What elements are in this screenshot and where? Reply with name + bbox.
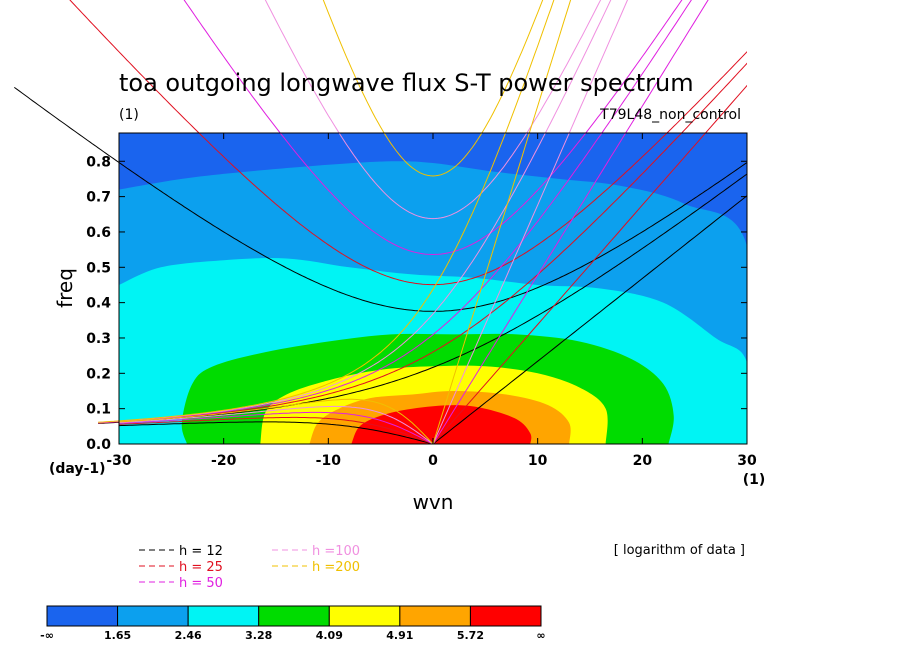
mrg-curve-h200 xyxy=(98,0,555,423)
legend-label: h = 50 xyxy=(179,576,223,591)
er1-curve-h200 xyxy=(118,398,434,444)
x-tick-label: 10 xyxy=(528,453,548,469)
y-tick-label: 0.5 xyxy=(86,260,111,276)
kelvin-curve-h50 xyxy=(432,0,709,444)
colorbar-label: 5.72 xyxy=(457,629,484,642)
y-tick-label: 0.8 xyxy=(86,154,111,170)
axes-group: -30 -20 -10 0 10 20 30 0.0 0.1 0.2 0.3 0.4 0.5 0.6 0.7… xyxy=(86,133,757,469)
y-tick-label: 0.4 xyxy=(86,296,111,312)
kelvin-curve-h25 xyxy=(432,84,747,444)
x-tick-label: -30 xyxy=(106,453,132,469)
title-unit: (1) xyxy=(119,107,139,123)
colorbar-label: 4.09 xyxy=(316,629,343,642)
colorbar-label: 1.65 xyxy=(104,629,131,642)
colorbar-label: 3.28 xyxy=(245,629,272,642)
y-tick-label: 0.6 xyxy=(86,225,111,241)
legend-label: h =100 xyxy=(312,544,360,559)
legend-label: h =200 xyxy=(312,560,360,575)
legend-label: h = 25 xyxy=(179,560,223,575)
ig1-curve-h12 xyxy=(14,86,747,312)
ig1-curve-h50 xyxy=(183,0,683,256)
dispersion-curve-group xyxy=(14,0,747,444)
field-note: [ logarithm of data ] xyxy=(614,543,745,558)
x-tick-label: 30 xyxy=(737,453,757,469)
colorbar-swatch xyxy=(469,605,542,627)
er1-curve-h12 xyxy=(118,421,434,444)
kelvin-curve-h12 xyxy=(432,195,747,444)
colorbar-label: 4.91 xyxy=(386,629,413,642)
er1-curve-h25 xyxy=(118,416,434,444)
x-axis-label: wvn xyxy=(413,490,454,514)
ig1-curve-h25 xyxy=(69,0,747,286)
y-unit-label: (day-1) xyxy=(49,461,106,477)
colorbar-label: -∞ xyxy=(40,629,54,642)
x-tick-label: -20 xyxy=(211,453,237,469)
chart-title: toa outgoing longwave flux S-T power spe… xyxy=(119,69,694,97)
x-tick-label: 0 xyxy=(428,453,438,469)
x-tick-label: 20 xyxy=(633,453,653,469)
colorbar-swatch xyxy=(117,605,189,627)
kelvin-curve-h200 xyxy=(432,0,572,444)
mrg-curve-h25 xyxy=(98,62,747,424)
x-unit-label: (1) xyxy=(743,472,766,488)
y-tick-label: 0.7 xyxy=(86,190,111,206)
colorbar: -∞ 1.65 2.46 3.28 4.09 4.91 5.72 ∞ xyxy=(40,605,546,642)
kelvin-curve-h100 xyxy=(432,0,629,444)
x-tick-label: -10 xyxy=(316,453,342,469)
y-axis-label: freq xyxy=(53,268,77,308)
er1-curve-h50 xyxy=(118,411,434,444)
mrg-curve-h50 xyxy=(98,0,692,424)
colorbar-swatch xyxy=(46,605,119,627)
contour-fill-group xyxy=(119,161,747,444)
y-tick-label: 0.0 xyxy=(86,437,111,453)
ig1-curve-h200 xyxy=(322,0,544,177)
legend-label: h = 12 xyxy=(179,544,223,559)
colorbar-label: ∞ xyxy=(536,629,545,642)
colorbar-swatch xyxy=(399,605,471,627)
y-tick-label: 0.3 xyxy=(86,331,111,347)
colorbar-swatch xyxy=(258,605,330,627)
er1-curve-h100 xyxy=(118,405,434,444)
mrg-curve-h100 xyxy=(98,0,612,423)
colorbar-swatch xyxy=(328,605,401,627)
y-tick-label: 0.1 xyxy=(86,402,111,418)
colorbar-swatch xyxy=(187,605,260,627)
case-name: T79L48_non_control xyxy=(599,107,741,123)
ig1-curve-h100 xyxy=(264,0,602,220)
y-tick-label: 0.2 xyxy=(86,366,111,382)
colorbar-label: 2.46 xyxy=(175,629,202,642)
